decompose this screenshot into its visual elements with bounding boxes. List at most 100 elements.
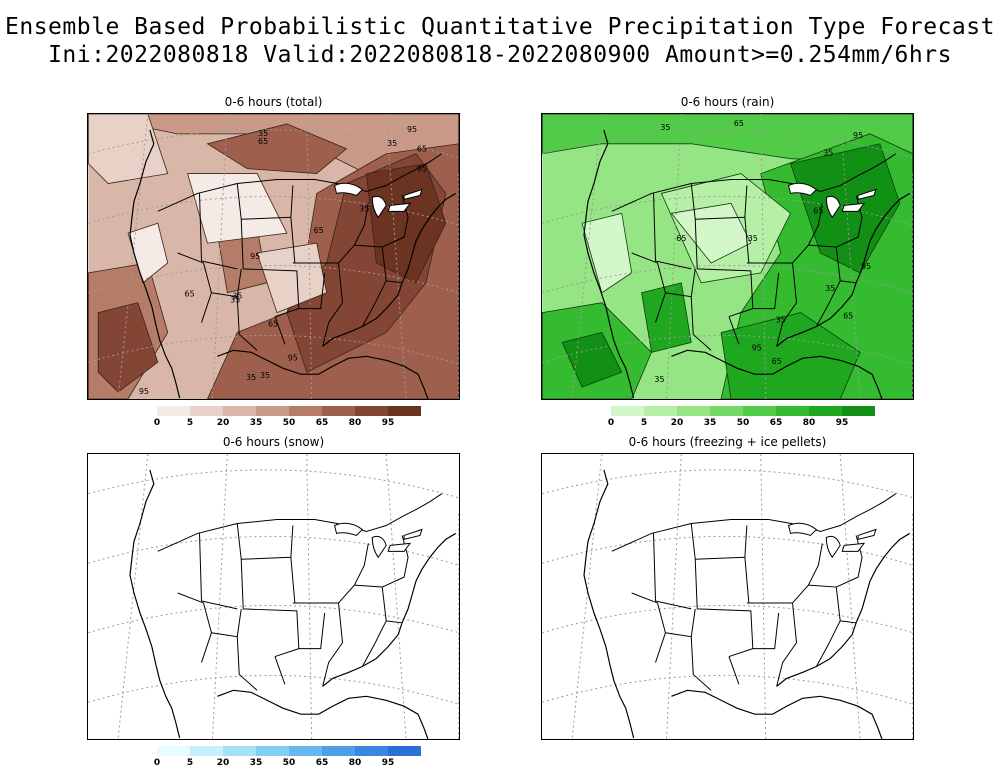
legend-swatch xyxy=(355,406,388,416)
legend-label: 50 xyxy=(736,418,750,428)
legend-label: 35 xyxy=(703,418,717,428)
state-borders xyxy=(611,493,897,691)
legend-label: 80 xyxy=(348,758,362,768)
legend-label: 80 xyxy=(802,418,816,428)
map-panel-snow xyxy=(87,453,460,740)
contour-label: 65 xyxy=(268,320,278,329)
graticule xyxy=(88,114,459,399)
contour-label: 95 xyxy=(250,252,260,261)
coastline xyxy=(129,469,457,739)
contour-label: 35 xyxy=(258,129,268,138)
legend-label: 50 xyxy=(282,418,296,428)
map-canvas xyxy=(88,454,459,739)
contour-label: 95 xyxy=(752,343,762,352)
legend-label: 5 xyxy=(186,418,194,428)
legend-labels-rain: 0 5 20 35 50 65 80 95 xyxy=(607,418,875,432)
legend-snow: 0 5 20 35 50 65 80 95 xyxy=(153,746,421,772)
legend-label: 5 xyxy=(640,418,648,428)
probability-field xyxy=(542,114,913,399)
legend-label: 0 xyxy=(153,418,161,428)
legend-labels-total: 0 5 20 35 50 65 80 95 xyxy=(153,418,421,432)
contour-label: 35 xyxy=(660,123,670,132)
contour-label: 35 xyxy=(230,296,240,305)
legend-swatch xyxy=(157,406,190,416)
legend-label: 65 xyxy=(315,758,329,768)
legend-label: 35 xyxy=(249,418,263,428)
contour-label: 35 xyxy=(246,373,256,382)
contour-label: 35 xyxy=(654,375,664,384)
legend-swatch xyxy=(809,406,842,416)
great-lakes xyxy=(333,182,423,219)
legend-swatch xyxy=(190,406,223,416)
legend-label: 20 xyxy=(216,758,230,768)
legend-colorbar-snow xyxy=(157,746,421,756)
contour-label: 65 xyxy=(843,312,853,321)
legend-label: 5 xyxy=(186,758,194,768)
legend-label: 95 xyxy=(381,418,395,428)
legend-label: 0 xyxy=(153,758,161,768)
panel-title-rain: 0-6 hours (rain) xyxy=(680,95,775,109)
contour-label: 95 xyxy=(139,387,149,396)
contour-label: 65 xyxy=(314,226,324,235)
legend-swatch xyxy=(776,406,809,416)
legend-swatch xyxy=(677,406,710,416)
legend-label: 20 xyxy=(670,418,684,428)
legend-swatch xyxy=(256,746,289,756)
legend-swatch xyxy=(157,746,190,756)
contour-label: 65 xyxy=(676,234,686,243)
contour-label: 65 xyxy=(734,119,744,128)
contour-label: 35 xyxy=(260,371,270,380)
map-panel-rain: 35 65 95 35 65 35 65 95 65 35 65 35 95 35 xyxy=(541,113,914,400)
map-canvas: 35 65 95 35 65 35 65 95 65 35 65 35 95 35 xyxy=(542,114,913,399)
contour-label: 65 xyxy=(185,290,195,299)
legend-swatch xyxy=(322,406,355,416)
legend-swatch xyxy=(223,406,256,416)
probability-field xyxy=(88,114,459,399)
legend-swatch xyxy=(289,746,322,756)
contour-label: 35 xyxy=(232,292,242,301)
contour-label: 95 xyxy=(407,125,417,134)
coastline xyxy=(129,129,457,399)
graticule xyxy=(88,454,459,739)
legend-colorbar-rain xyxy=(611,406,875,416)
contour-label: 95 xyxy=(861,262,871,271)
map-panel-total: 35 65 95 35 65 95 35 65 95 35 35 65 35 95 65 35 95 xyxy=(87,113,460,400)
coastline xyxy=(583,129,911,399)
legend-swatch xyxy=(388,746,421,756)
legend-label: 65 xyxy=(769,418,783,428)
graticule xyxy=(542,114,913,399)
legend-label: 50 xyxy=(282,758,296,768)
legend-total: 0 5 20 35 50 65 80 95 xyxy=(153,406,421,432)
contour-label: 95 xyxy=(288,353,298,362)
legend-labels-snow: 0 5 20 35 50 65 80 95 xyxy=(153,758,421,772)
great-lakes xyxy=(787,182,877,219)
legend-swatch xyxy=(743,406,776,416)
legend-swatch xyxy=(289,406,322,416)
legend-label: 20 xyxy=(216,418,230,428)
contour-label: 95 xyxy=(417,165,427,174)
figure-title: Ensemble Based Probabilistic Quantitativ… xyxy=(5,14,995,40)
graticule xyxy=(542,454,913,739)
map-panel-frz xyxy=(541,453,914,740)
legend-swatch xyxy=(190,746,223,756)
legend-swatch xyxy=(388,406,421,416)
great-lakes xyxy=(787,522,877,559)
legend-label: 0 xyxy=(607,418,615,428)
figure-subtitle: Ini:2022080818 Valid:2022080818-20220809… xyxy=(48,42,952,68)
legend-colorbar-total xyxy=(157,406,421,416)
contour-label: 35 xyxy=(823,149,833,158)
legend-swatch xyxy=(355,746,388,756)
panel-title-frz: 0-6 hours (freezing + ice pellets) xyxy=(628,435,827,449)
panel-title-total: 0-6 hours (total) xyxy=(224,95,323,109)
legend-swatch xyxy=(223,746,256,756)
contour-label: 65 xyxy=(258,137,268,146)
legend-label: 65 xyxy=(315,418,329,428)
contour-label: 35 xyxy=(387,139,397,148)
state-borders xyxy=(157,493,443,691)
legend-label: 35 xyxy=(249,758,263,768)
contour-label: 65 xyxy=(772,357,782,366)
contour-label: 35 xyxy=(776,316,786,325)
contour-label: 35 xyxy=(825,284,835,293)
great-lakes xyxy=(333,522,423,559)
